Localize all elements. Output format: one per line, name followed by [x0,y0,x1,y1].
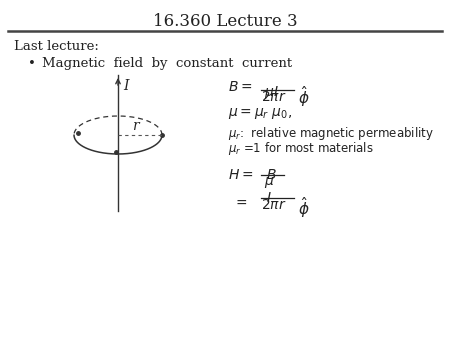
Text: $H =$: $H =$ [228,168,253,182]
Text: I: I [123,79,129,93]
Text: $I$: $I$ [266,191,272,205]
Text: Last lecture:: Last lecture: [14,40,99,53]
Text: $\mu = \mu_r\ \mu_0,$: $\mu = \mu_r\ \mu_0,$ [228,106,292,121]
Text: r: r [132,119,139,133]
Text: $B =$: $B =$ [228,80,252,94]
Text: Magnetic  field  by  constant  current: Magnetic field by constant current [42,57,292,70]
Text: $\mu$: $\mu$ [264,175,274,190]
Text: $2\pi r$: $2\pi r$ [261,198,287,212]
Text: $2\pi r$: $2\pi r$ [261,90,287,104]
Text: 16.360 Lecture 3: 16.360 Lecture 3 [153,13,297,30]
Text: $\mu_r$:  relative magnetic permeability: $\mu_r$: relative magnetic permeability [228,125,434,142]
Text: $\hat{\phi}$: $\hat{\phi}$ [298,195,310,220]
Text: $\hat{\phi}$: $\hat{\phi}$ [298,84,310,109]
Text: $=$: $=$ [233,195,248,209]
Text: $\mu I$: $\mu I$ [264,84,279,101]
Text: $\mu_r$ =1 for most materials: $\mu_r$ =1 for most materials [228,140,374,157]
Text: $B$: $B$ [266,168,277,182]
Text: •: • [28,57,36,70]
